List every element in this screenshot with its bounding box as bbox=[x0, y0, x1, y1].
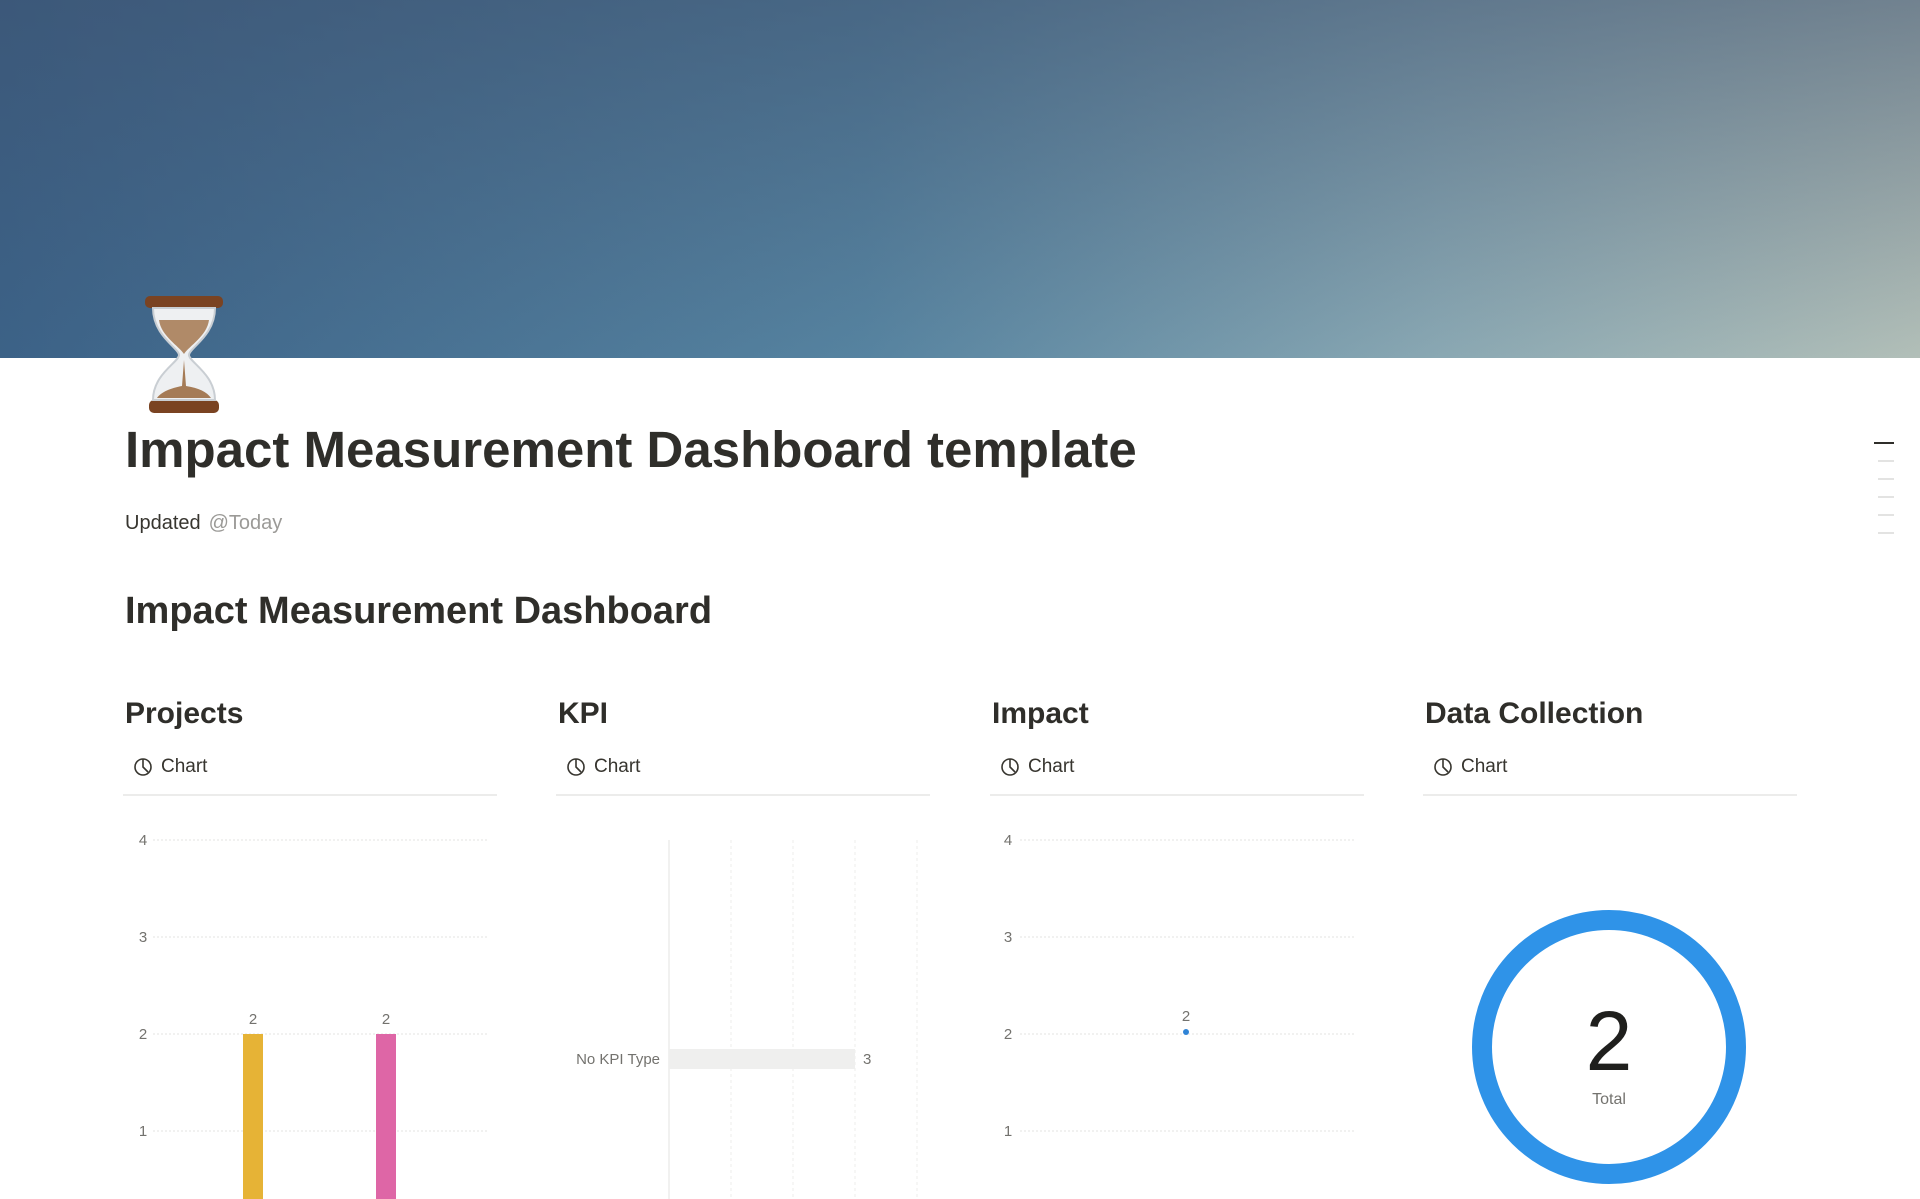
chart-projects[interactable]: 1 2 3 4 2 2 bbox=[125, 800, 499, 1199]
bar bbox=[243, 1034, 263, 1199]
column-heading: Projects bbox=[125, 697, 244, 730]
data-label: 2 bbox=[1182, 1008, 1190, 1025]
tab-label: Chart bbox=[1028, 756, 1075, 777]
data-label: 3 bbox=[863, 1051, 871, 1068]
toc-item[interactable] bbox=[1878, 460, 1894, 462]
y-tick-label: 1 bbox=[139, 1123, 147, 1140]
chart-pie-icon bbox=[1001, 758, 1019, 776]
y-tick-label: 3 bbox=[1004, 929, 1012, 946]
chart-kpi[interactable]: No KPI Type 3 bbox=[558, 800, 932, 1199]
bar bbox=[669, 1049, 855, 1069]
toc-item[interactable] bbox=[1878, 496, 1894, 498]
donut-total: 2 bbox=[1586, 994, 1633, 1088]
data-point bbox=[1183, 1029, 1189, 1035]
tab-chart[interactable]: Chart bbox=[133, 756, 207, 778]
divider bbox=[1423, 794, 1797, 796]
tab-chart[interactable]: Chart bbox=[1000, 756, 1074, 778]
divider bbox=[123, 794, 497, 796]
y-tick-label: 4 bbox=[1004, 832, 1012, 849]
bar bbox=[376, 1034, 396, 1199]
toc-item[interactable] bbox=[1878, 532, 1894, 534]
toc-item[interactable] bbox=[1874, 442, 1894, 444]
donut-slice bbox=[1472, 910, 1746, 1184]
chart-pie-icon bbox=[1434, 758, 1452, 776]
updated-property: Updated @Today bbox=[125, 512, 282, 535]
tab-label: Chart bbox=[594, 756, 641, 777]
y-tick-label: 1 bbox=[1004, 1123, 1012, 1140]
chart-impact[interactable]: 1 2 3 4 2 bbox=[992, 800, 1366, 1199]
tab-chart[interactable]: Chart bbox=[566, 756, 640, 778]
divider bbox=[990, 794, 1364, 796]
chart-data-collection[interactable]: 2 Total bbox=[1425, 800, 1799, 1199]
y-tick-label: 2 bbox=[1004, 1026, 1012, 1043]
y-tick-label: 4 bbox=[139, 832, 147, 849]
y-tick-label: 2 bbox=[139, 1026, 147, 1043]
page-title: Impact Measurement Dashboard template bbox=[125, 421, 1137, 478]
category-label: No KPI Type bbox=[576, 1051, 660, 1068]
chart-pie-icon bbox=[567, 758, 585, 776]
property-label: Updated bbox=[125, 512, 201, 534]
divider bbox=[556, 794, 930, 796]
data-label: 2 bbox=[382, 1011, 390, 1028]
column-heading: Data Collection bbox=[1425, 697, 1644, 730]
data-label: 2 bbox=[249, 1011, 257, 1028]
column-heading: Impact bbox=[992, 697, 1089, 730]
tab-chart[interactable]: Chart bbox=[1433, 756, 1507, 778]
column-heading: KPI bbox=[558, 697, 609, 730]
page-cover bbox=[0, 0, 1920, 358]
table-of-contents[interactable] bbox=[1874, 442, 1894, 550]
y-tick-label: 3 bbox=[139, 929, 147, 946]
chart-pie-icon bbox=[134, 758, 152, 776]
hourglass-icon bbox=[145, 296, 223, 413]
tab-label: Chart bbox=[161, 756, 208, 777]
property-value[interactable]: @Today bbox=[208, 512, 283, 534]
toc-item[interactable] bbox=[1878, 514, 1894, 516]
dashboard-heading: Impact Measurement Dashboard bbox=[125, 590, 713, 632]
donut-total-label: Total bbox=[1592, 1091, 1626, 1108]
toc-item[interactable] bbox=[1878, 478, 1894, 480]
tab-label: Chart bbox=[1461, 756, 1508, 777]
